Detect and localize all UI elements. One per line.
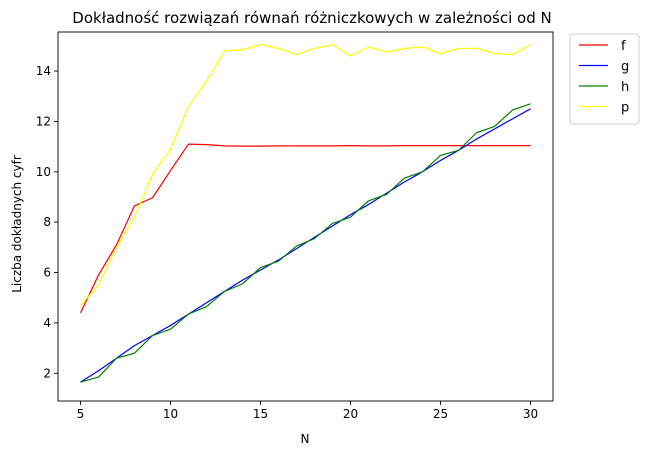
x-tick-label: 15 <box>253 407 268 421</box>
x-tick-label: 10 <box>163 407 178 421</box>
y-tick-label: 8 <box>43 215 51 229</box>
legend-label-g: g <box>621 60 629 75</box>
y-axis-label: Liczba dokładnych cyfr <box>10 155 24 293</box>
legend-box <box>569 33 640 125</box>
y-tick-label: 12 <box>36 114 51 128</box>
chart-title: Dokładność rozwiązań równań różniczkowyc… <box>72 9 551 27</box>
y-tick-label: 4 <box>43 316 51 330</box>
legend-label-p: p <box>621 101 629 116</box>
x-tick-label: 20 <box>343 407 358 421</box>
x-tick-label: 25 <box>433 407 448 421</box>
y-tick-label: 14 <box>36 64 51 78</box>
y-tick-label: 6 <box>43 266 51 280</box>
y-tick-label: 10 <box>36 165 51 179</box>
axes-frame <box>57 31 554 402</box>
series-line-f <box>79 143 531 314</box>
legend-label-f: f <box>621 39 626 54</box>
x-axis-label: N <box>301 432 310 446</box>
x-tick-label: 5 <box>77 407 85 421</box>
series-line-h <box>80 103 531 383</box>
legend-label-h: h <box>621 80 629 95</box>
y-tick-label: 2 <box>43 366 51 380</box>
x-tick-label: 30 <box>523 407 538 421</box>
series-line-p <box>80 43 531 306</box>
y-axis-ticks: 2 4 6 8 10 12 14 <box>36 64 58 380</box>
plot-area <box>57 31 554 402</box>
series-line-g <box>80 108 531 383</box>
x-axis-ticks: 5 10 15 20 25 30 <box>77 401 538 421</box>
